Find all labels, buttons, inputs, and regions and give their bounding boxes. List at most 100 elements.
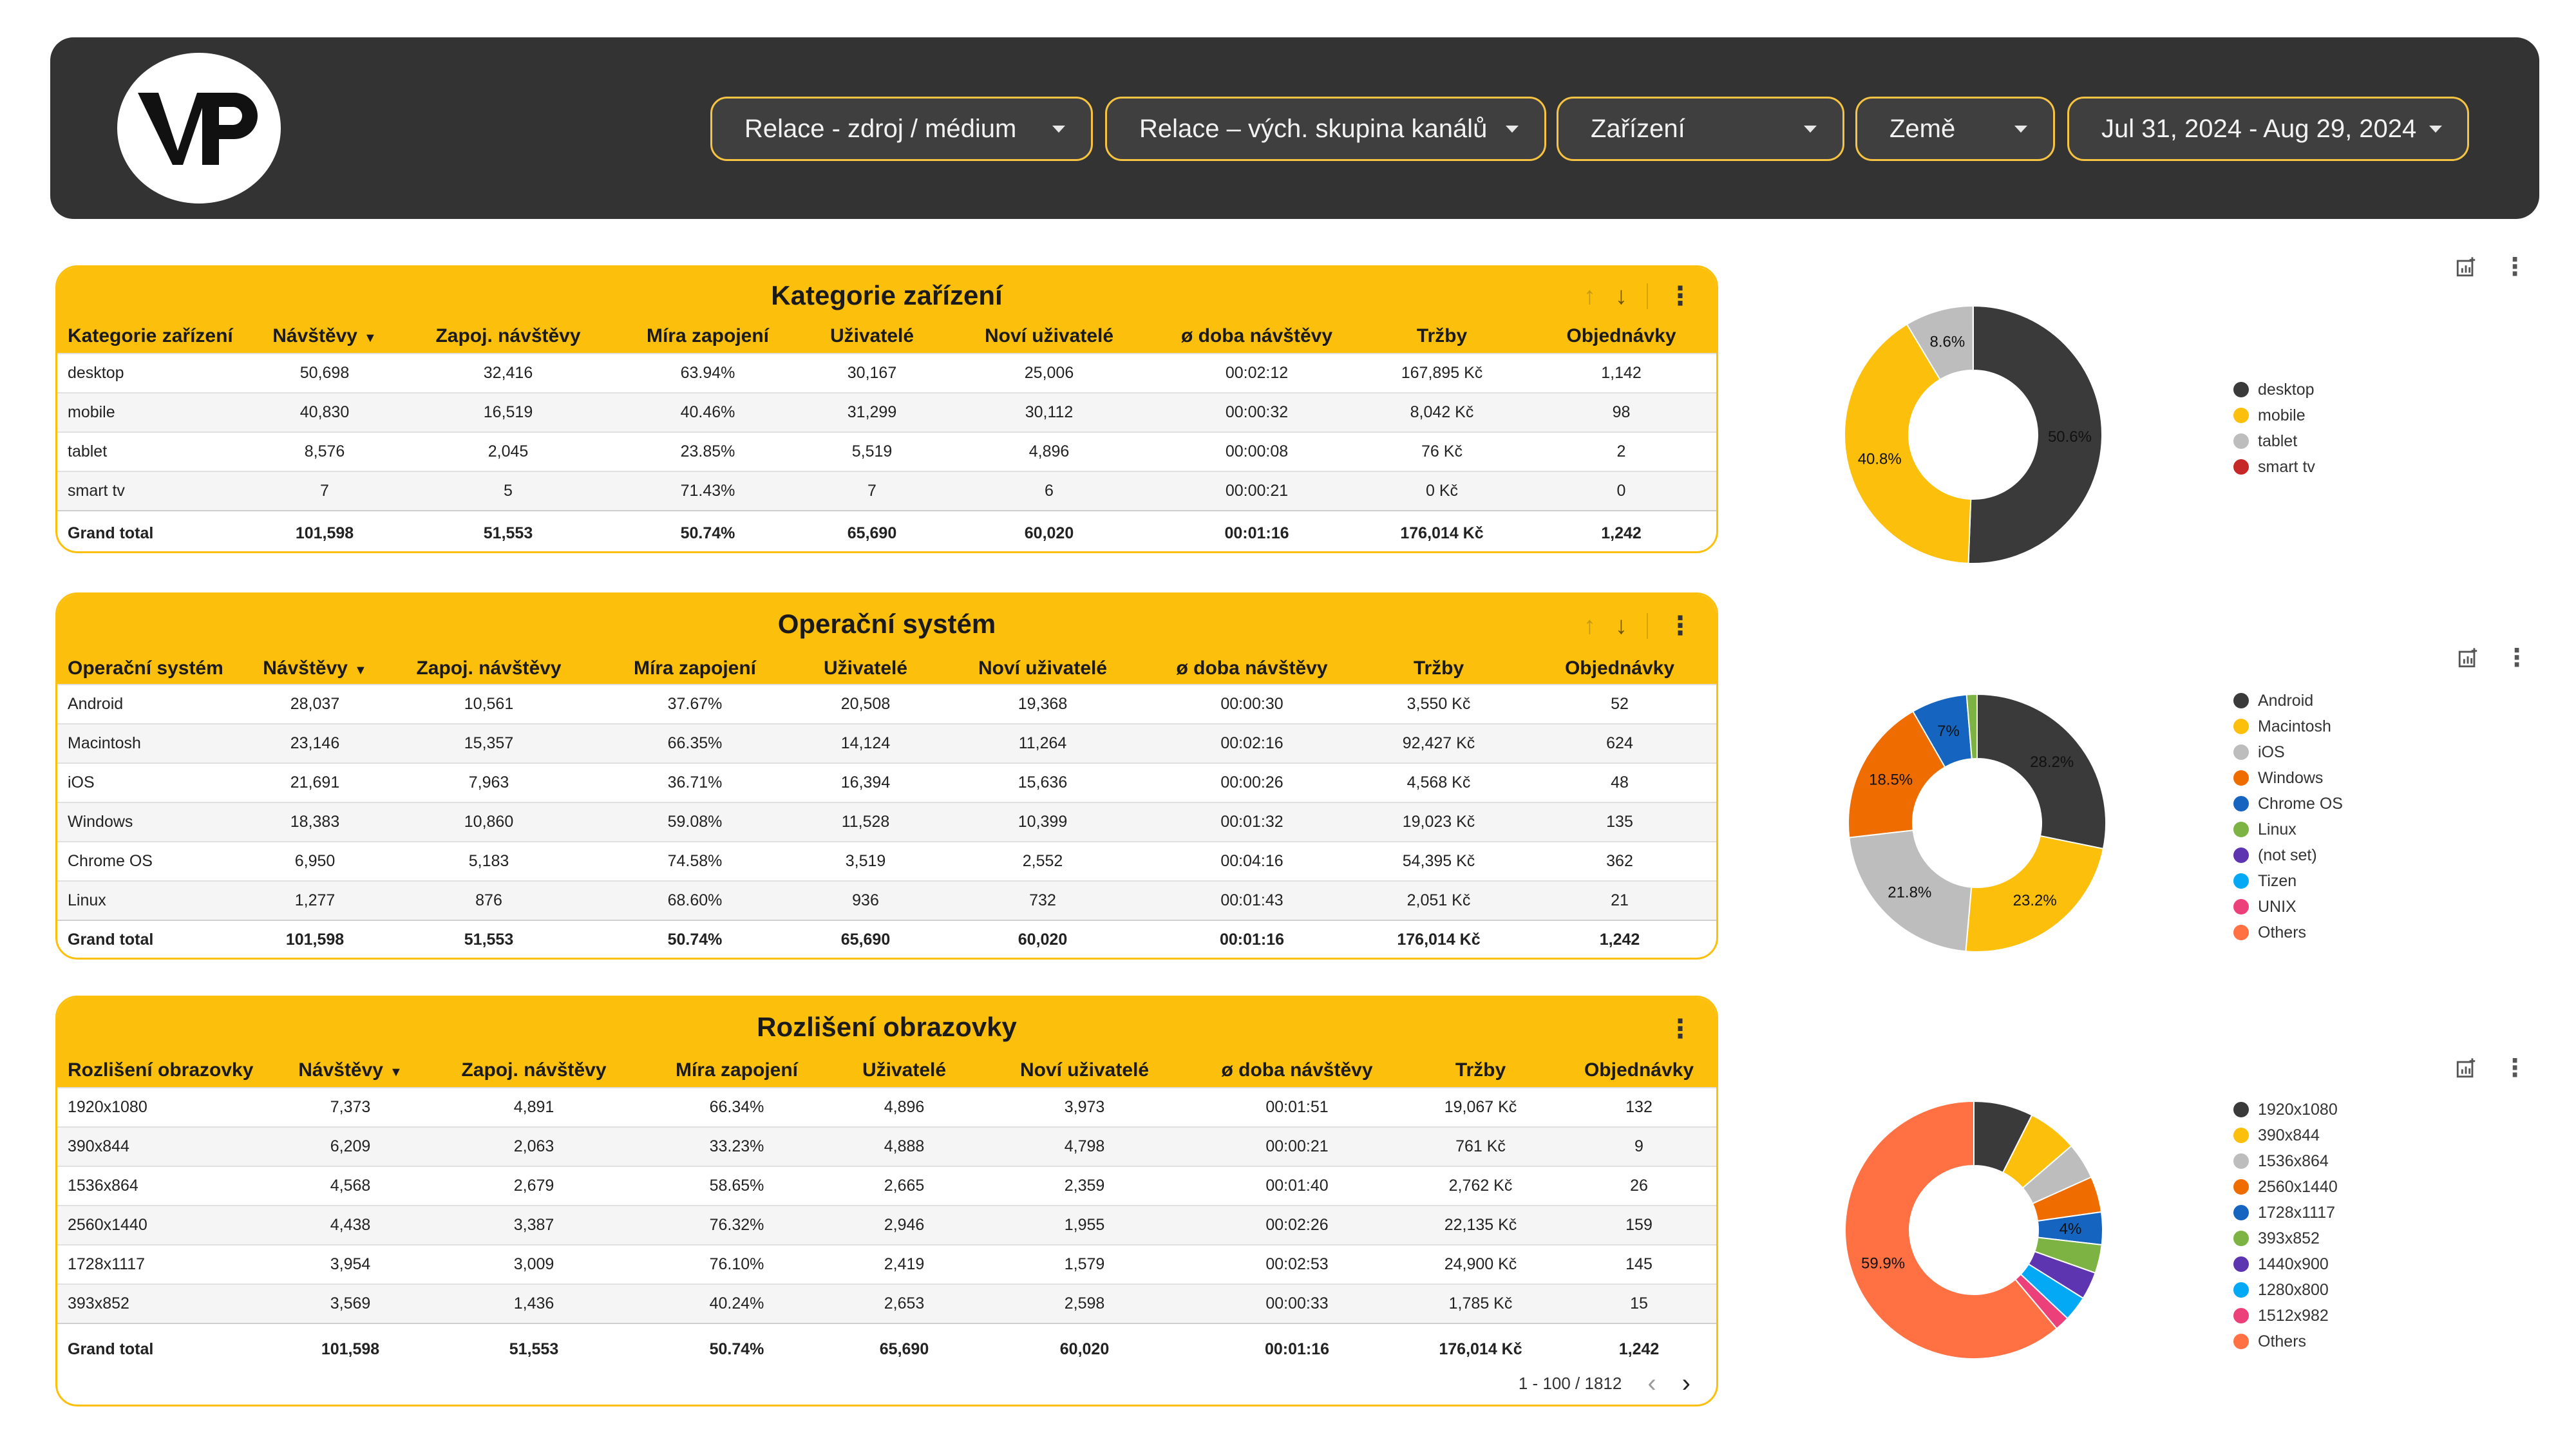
column-header[interactable]: Objednávky [1584, 1059, 1694, 1081]
legend-item[interactable]: Macintosh [2233, 714, 2343, 739]
donut-slice[interactable] [1848, 829, 1973, 952]
table-row[interactable]: Chrome OS 6,950 5,183 74.58% 3,519 2,552 00:04… [57, 841, 1716, 881]
sort-down-arrow-icon[interactable]: ↓ [1615, 612, 1627, 639]
legend-item[interactable]: desktop [2233, 377, 2315, 402]
legend-item[interactable]: 1280x800 [2233, 1277, 2338, 1303]
table-row[interactable]: 1728x1117 3,954 3,009 76.10% 2,419 1,579 00:02… [57, 1244, 1716, 1284]
legend-item[interactable]: 1728x1117 [2233, 1200, 2338, 1226]
column-header[interactable]: ø doba návštěvy [1180, 325, 1333, 346]
sort-up-arrow-icon[interactable]: ↑ [1584, 282, 1596, 310]
column-header[interactable]: Tržby [1413, 658, 1464, 679]
column-header[interactable]: Míra zapojení [675, 1059, 799, 1081]
table-row[interactable]: 393x852 3,569 1,436 40.24% 2,653 2,598 00:00:3… [57, 1283, 1716, 1323]
donut-slice[interactable] [1965, 693, 1978, 760]
chart-explore-icon[interactable] [2457, 647, 2479, 669]
table-row[interactable]: tablet 8,576 2,045 23.85% 5,519 4,896 00:00:08… [57, 431, 1716, 471]
column-header[interactable]: Kategorie zařízení [68, 325, 233, 346]
chart-more-options-icon[interactable]: ⋮ [2505, 645, 2529, 672]
filter-country[interactable]: Země [1855, 97, 2055, 161]
filter-source-medium[interactable]: Relace - zdroj / médium [710, 97, 1093, 161]
table-row[interactable]: iOS 21,691 7,963 36.71% 16,394 15,636 00:00:26… [57, 762, 1716, 802]
column-header[interactable]: Rozlišení obrazovky [68, 1059, 254, 1081]
filter-channel-group[interactable]: Relace – vých. skupina kanálů [1105, 97, 1546, 161]
table-row[interactable]: 390x844 6,209 2,063 33.23% 4,888 4,798 00:00:2… [57, 1126, 1716, 1166]
metric-cell: 2,063 [424, 1126, 643, 1166]
legend-item[interactable]: iOS [2233, 739, 2343, 765]
column-header[interactable]: Tržby [1416, 325, 1468, 346]
legend-item[interactable]: Tizen [2233, 868, 2343, 894]
chart-explore-icon[interactable] [2455, 1057, 2477, 1079]
column-header[interactable]: ø doba návštěvy [1221, 1059, 1373, 1081]
table-row[interactable]: 1920x1080 7,373 4,891 66.34% 4,896 3,973 00:01… [57, 1087, 1716, 1127]
table-row[interactable]: Linux 1,277 876 68.60% 936 732 00:01:43 2,051 K… [57, 880, 1716, 920]
metric-cell: 00:00:32 [1152, 392, 1361, 432]
column-header-sorted[interactable]: Návštěvy ▼ [251, 652, 379, 685]
table-row[interactable]: Android 28,037 10,561 37.67% 20,508 19,368 00:… [57, 684, 1716, 724]
column-header[interactable]: Tržby [1455, 1059, 1506, 1081]
table-row[interactable]: Windows 18,383 10,860 59.08% 11,528 10,399 00:… [57, 802, 1716, 842]
previous-page-icon[interactable]: ‹ [1647, 1369, 1656, 1397]
chart-more-options-icon[interactable]: ⋮ [2503, 1055, 2527, 1082]
column-header[interactable]: Uživatelé [829, 325, 914, 346]
next-page-icon[interactable]: › [1681, 1369, 1690, 1397]
legend-item[interactable]: Others [2233, 1329, 2338, 1354]
column-header[interactable]: Operační systém [68, 658, 223, 679]
sort-down-arrow-icon[interactable]: ↓ [1615, 282, 1627, 310]
donut-slice[interactable] [1976, 693, 2107, 850]
donut-slice[interactable] [1967, 305, 2103, 564]
legend-item[interactable]: mobile [2233, 402, 2315, 428]
column-header[interactable]: Míra zapojení [633, 658, 757, 679]
donut-slice[interactable] [1844, 1100, 2058, 1359]
column-header-sorted[interactable]: Návštěvy ▼ [276, 1054, 424, 1086]
legend-item[interactable]: Windows [2233, 765, 2343, 791]
column-header[interactable]: Zapoj. návštěvy [461, 1059, 607, 1081]
legend-item[interactable]: Others [2233, 920, 2343, 945]
legend-item[interactable]: tablet [2233, 428, 2315, 454]
date-range-picker[interactable]: Jul 31, 2024 - Aug 29, 2024 [2067, 97, 2469, 161]
table-row[interactable]: smart tv 7 5 71.43% 7 6 00:00:21 0 Kč 0 [57, 471, 1716, 511]
legend-item[interactable]: 1512x982 [2233, 1303, 2338, 1329]
grand-total-cell: 176,014 Kč [1358, 920, 1519, 958]
column-header[interactable]: Uživatelé [862, 1059, 947, 1081]
column-header[interactable]: Noví uživatelé [984, 325, 1114, 346]
legend-item[interactable]: 1440x900 [2233, 1251, 2338, 1277]
more-options-icon[interactable]: ⋮ [1667, 1015, 1693, 1043]
column-header[interactable]: Noví uživatelé [978, 658, 1108, 679]
donut-slice[interactable] [1848, 710, 1946, 838]
column-header[interactable]: Míra zapojení [646, 325, 770, 346]
legend-item[interactable]: smart tv [2233, 454, 2315, 480]
column-header[interactable]: Objednávky [1564, 658, 1675, 679]
table-row[interactable]: Macintosh 23,146 15,357 66.35% 14,124 11,264 0… [57, 723, 1716, 763]
table-row[interactable]: 1536x864 4,568 2,679 58.65% 2,665 2,359 00:01:… [57, 1166, 1716, 1206]
table-row[interactable]: desktop 50,698 32,416 63.94% 30,167 25,006 00:… [57, 353, 1716, 393]
donut-slice[interactable] [1844, 323, 1972, 564]
legend-item[interactable]: 2560x1440 [2233, 1174, 2338, 1200]
legend-item[interactable]: Chrome OS [2233, 791, 2343, 817]
legend-item[interactable]: 1920x1080 [2233, 1097, 2338, 1122]
table-row[interactable]: mobile 40,830 16,519 40.46% 31,299 30,112 00:0… [57, 392, 1716, 432]
chart-explore-icon[interactable] [2455, 256, 2477, 278]
table-column-headers: Rozlišení obrazovky Návštěvy ▼ Zapoj. náv… [57, 1054, 1716, 1086]
column-header[interactable]: Zapoj. návštěvy [416, 658, 562, 679]
legend-item[interactable]: Android [2233, 688, 2343, 714]
donut-slice[interactable] [1965, 835, 2105, 952]
sort-up-arrow-icon[interactable]: ↑ [1584, 612, 1596, 639]
legend-item[interactable]: UNIX [2233, 894, 2343, 920]
more-options-icon[interactable]: ⋮ [1667, 612, 1693, 640]
legend-item[interactable]: 393x852 [2233, 1226, 2338, 1251]
column-header[interactable]: ø doba návštěvy [1176, 658, 1328, 679]
legend-item[interactable]: Linux [2233, 817, 2343, 842]
legend-item[interactable]: (not set) [2233, 842, 2343, 868]
legend-item[interactable]: 1536x864 [2233, 1148, 2338, 1174]
more-options-icon[interactable]: ⋮ [1667, 282, 1693, 310]
legend-item[interactable]: 390x844 [2233, 1122, 2338, 1148]
column-header[interactable]: Uživatelé [823, 658, 908, 679]
column-header[interactable]: Objednávky [1566, 325, 1676, 346]
table-row[interactable]: 2560x1440 4,438 3,387 76.32% 2,946 1,955 00:02… [57, 1205, 1716, 1245]
chart-more-options-icon[interactable]: ⋮ [2503, 254, 2527, 281]
column-header[interactable]: Noví uživatelé [1019, 1059, 1150, 1081]
filter-device[interactable]: Zařízení [1557, 97, 1844, 161]
donut-chart-screen-resolution: 4% 59.9% [1844, 1100, 2103, 1359]
column-header[interactable]: Zapoj. návštěvy [435, 325, 581, 346]
column-header-sorted[interactable]: Návštěvy ▼ [251, 320, 399, 352]
